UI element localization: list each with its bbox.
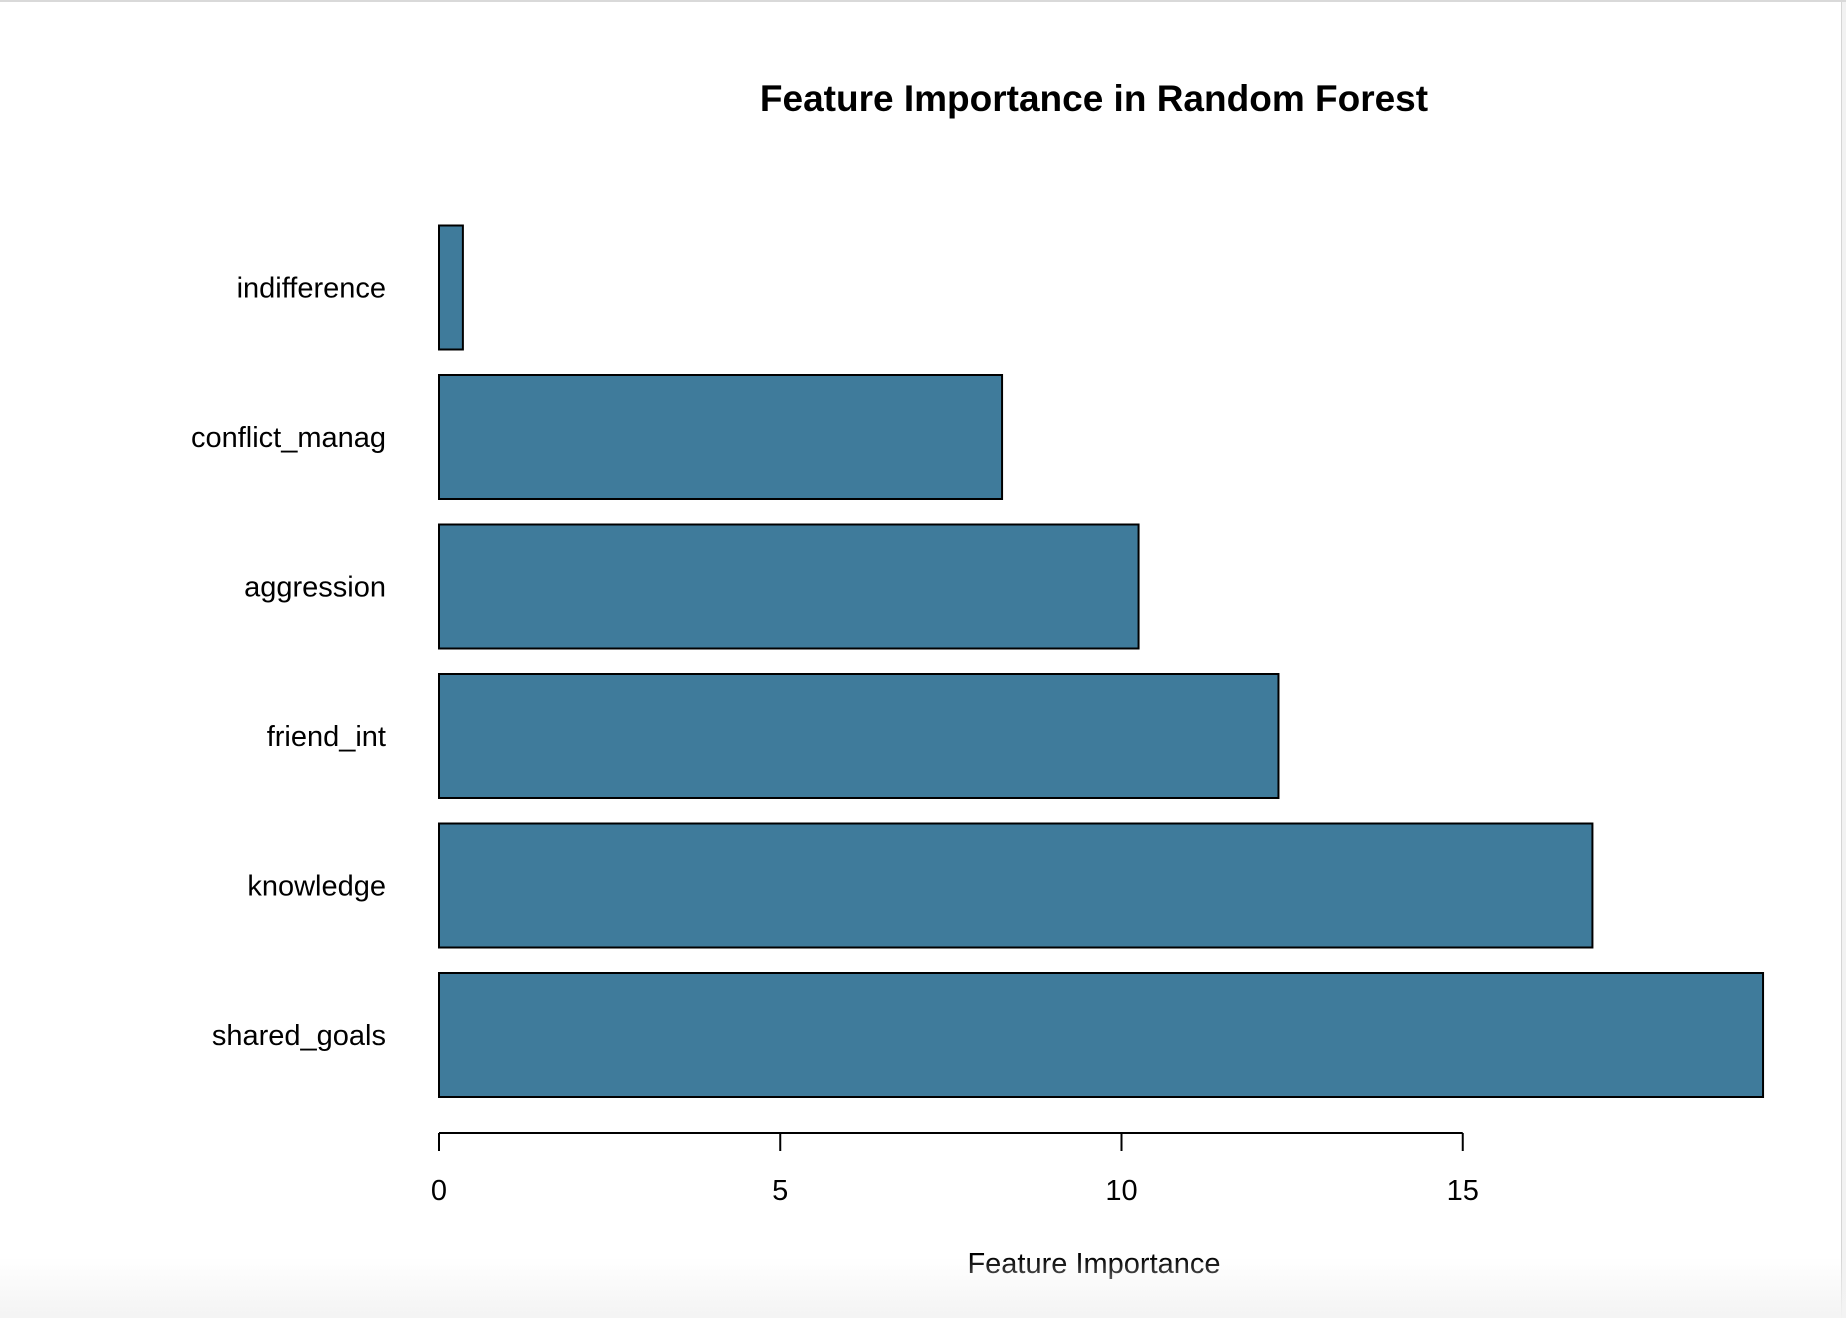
bar-conflict-manag — [438, 374, 1004, 500]
bar-friend-int — [438, 673, 1280, 799]
bars-layer — [438, 224, 1765, 1098]
window-bottom-shadow — [0, 1257, 1846, 1318]
category-label-aggression: aggression — [244, 572, 386, 604]
x-tick-label-5: 5 — [772, 1175, 788, 1207]
x-tick-label-10: 10 — [1105, 1175, 1137, 1207]
x-axis: 0 5 10 15 — [431, 1132, 1479, 1207]
bar-indifference — [438, 224, 464, 351]
window-edge — [1841, 2, 1846, 1318]
category-label-shared-goals: shared_goals — [212, 1020, 386, 1052]
x-tick-label-15: 15 — [1447, 1175, 1479, 1207]
category-label-knowledge: knowledge — [247, 871, 386, 903]
category-label-friend-int: friend_int — [267, 721, 386, 753]
category-label-conflict-manag: conflict_manag — [191, 422, 386, 454]
category-label-indifference: indifference — [237, 273, 386, 305]
bar-aggression — [438, 523, 1140, 650]
bar-knowledge — [438, 822, 1594, 949]
bar-shared-goals — [438, 972, 1765, 1098]
chart-title: Feature Importance in Random Forest — [760, 78, 1428, 119]
category-labels: shared_goals knowledge friend_int aggressio… — [191, 273, 386, 1053]
x-tick-label-0: 0 — [431, 1175, 447, 1207]
